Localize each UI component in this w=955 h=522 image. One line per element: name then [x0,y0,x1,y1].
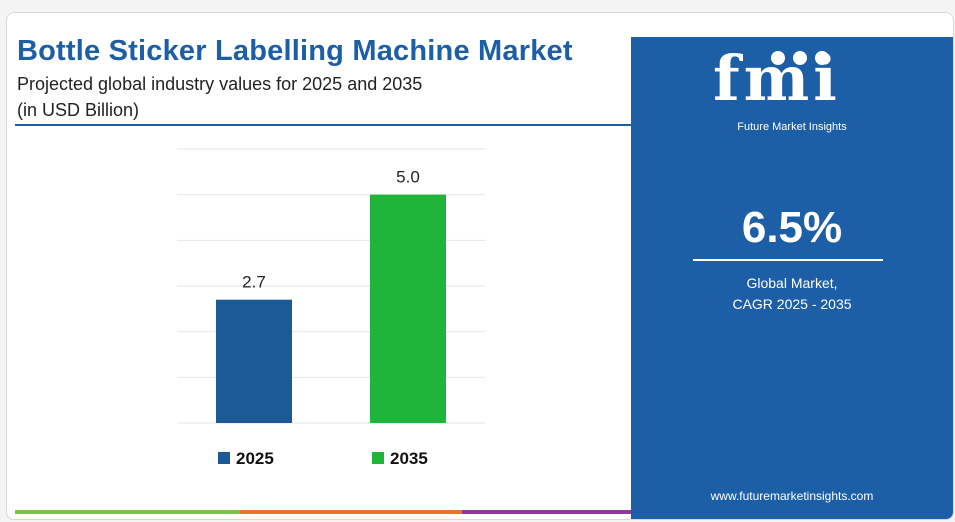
cagr-divider [693,259,883,261]
strip-segment [240,510,462,514]
data-label-2035: 5.0 [396,168,420,187]
legend-swatch-2035 [372,452,384,464]
color-strip [15,510,687,514]
legend-swatch-2025 [218,452,230,464]
page-title: Bottle Sticker Labelling Machine Market [17,35,573,67]
legend-label-2025: 2025 [236,449,274,468]
website-link[interactable]: www.futuremarketinsights.com [710,489,874,503]
bar-2025 [216,299,292,423]
strip-segment [462,510,687,514]
cagr-value: 6.5% [741,203,843,252]
title-divider [15,124,633,126]
brand-name: Future Market Insights [737,121,847,133]
cagr-label-line-1: Global Market, [746,275,838,291]
cagr-panel: fmi Future Market Insights 6.5% Global M… [631,37,953,519]
infographic-card: Bottle Sticker Labelling Machine Market … [6,12,954,520]
bar-chart: 2.7 2025 5.0 2035 [177,148,485,468]
cagr-description: Global Market, CAGR 2025 - 2035 [631,273,953,315]
strip-segment [15,510,240,514]
legend-label-2035: 2035 [390,449,428,468]
cagr-label-line-2: CAGR 2025 - 2035 [732,296,852,312]
subtitle: Projected global industry values for 202… [17,71,422,123]
subtitle-line-1: Projected global industry values for 202… [17,74,423,94]
bar-2035 [370,194,446,423]
logo-figures-icon [771,51,837,70]
data-label-2025: 2.7 [242,273,266,292]
subtitle-line-2: (in USD Billion) [17,100,140,120]
